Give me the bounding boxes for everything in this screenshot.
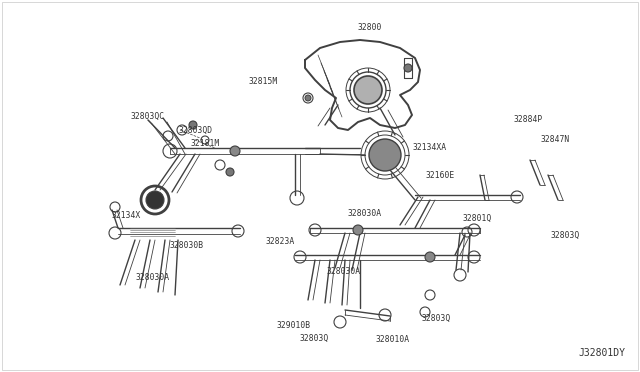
Text: 32800: 32800 [358, 23, 382, 32]
Text: 32181M: 32181M [190, 140, 220, 148]
Text: 329010B: 329010B [277, 321, 311, 330]
Circle shape [305, 95, 311, 101]
Circle shape [353, 225, 363, 235]
Circle shape [354, 76, 382, 104]
Text: 32160E: 32160E [426, 170, 454, 180]
Text: 32803Q: 32803Q [421, 314, 451, 323]
Circle shape [230, 146, 240, 156]
Circle shape [189, 121, 197, 129]
Text: 32134XA: 32134XA [413, 144, 447, 153]
Text: 328030A: 328030A [327, 267, 361, 276]
Text: 32803QC: 32803QC [131, 112, 165, 121]
Text: 328030B: 328030B [170, 241, 204, 250]
Text: 32847N: 32847N [540, 135, 570, 144]
Circle shape [226, 168, 234, 176]
Circle shape [425, 252, 435, 262]
Circle shape [146, 191, 164, 209]
Text: 328030A: 328030A [348, 209, 382, 218]
Text: 32884P: 32884P [513, 115, 543, 125]
Circle shape [369, 139, 401, 171]
Text: 32803Q: 32803Q [300, 334, 328, 343]
Text: 328030A: 328030A [136, 273, 170, 282]
Text: 328010A: 328010A [376, 336, 410, 344]
Text: 32803Q: 32803Q [550, 231, 580, 240]
Circle shape [404, 64, 412, 72]
Text: 32823A: 32823A [266, 237, 294, 247]
Text: J32801DY: J32801DY [578, 348, 625, 358]
Text: 32815M: 32815M [248, 77, 278, 87]
Text: 32801Q: 32801Q [462, 214, 492, 222]
Text: 32803QD: 32803QD [179, 125, 213, 135]
Text: 32134X: 32134X [111, 211, 141, 219]
